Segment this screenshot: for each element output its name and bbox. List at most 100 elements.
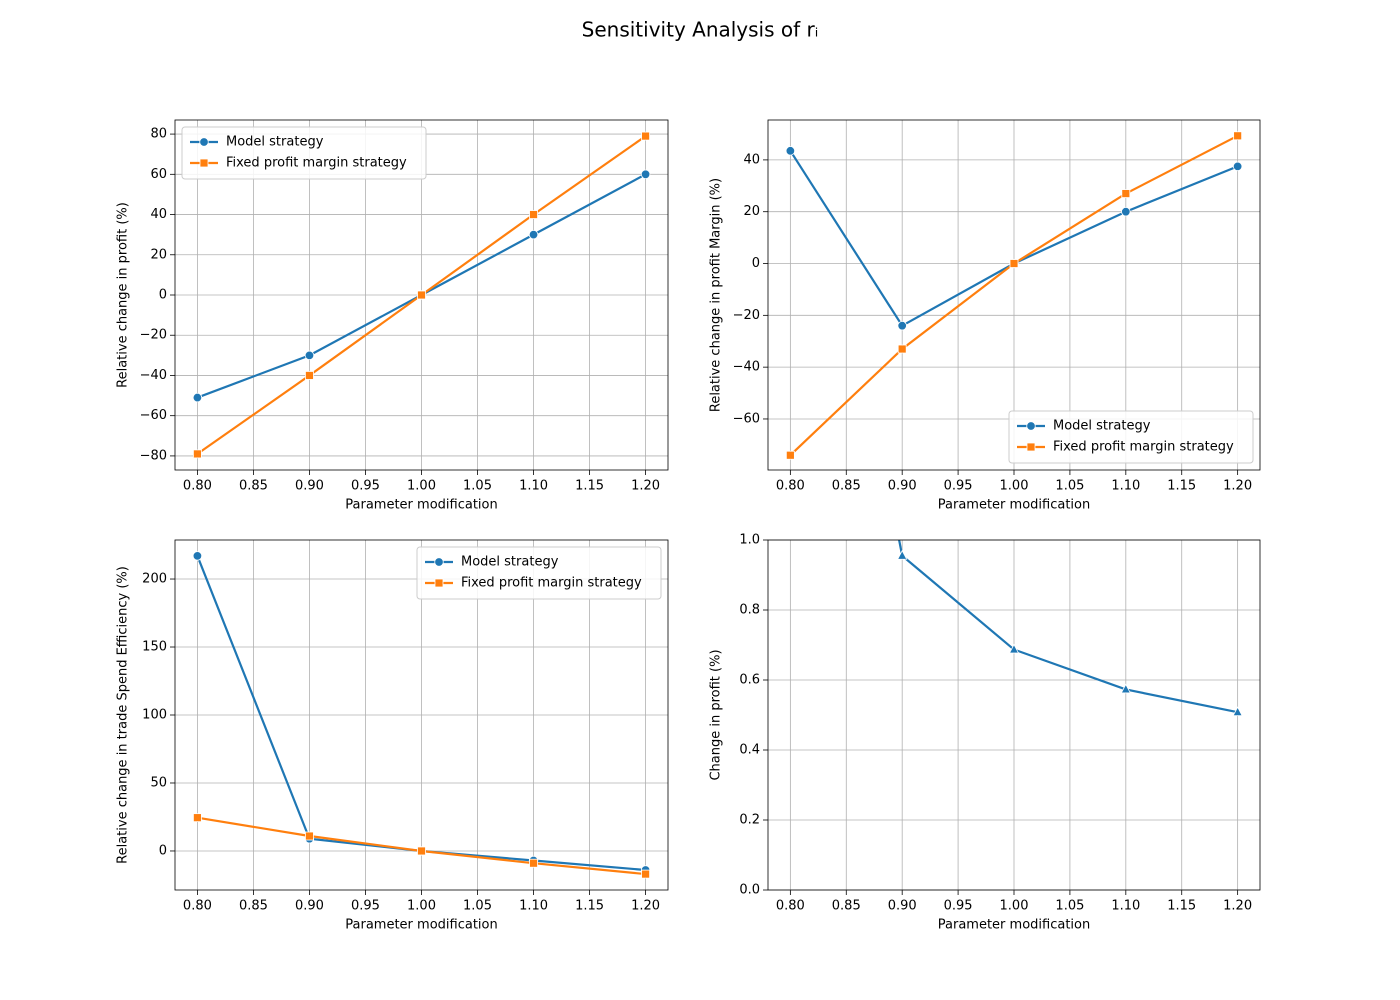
x-tick-label: 0.95 — [351, 479, 380, 494]
plot-area — [785, 131, 1243, 460]
y-tick-label: 50 — [150, 775, 167, 790]
x-tick-label: 1.15 — [1167, 899, 1196, 914]
x-tick-label: 1.10 — [1111, 479, 1140, 494]
y-tick-label: 0.0 — [739, 883, 760, 898]
x-tick-label: 1.05 — [463, 479, 492, 494]
x-tick-label: 1.20 — [1223, 479, 1252, 494]
y-tick-label: −80 — [140, 448, 167, 463]
marker — [1121, 189, 1131, 198]
marker — [897, 549, 908, 560]
legend-label: Model strategy — [1053, 419, 1151, 434]
x-tick-label: 0.95 — [944, 899, 973, 914]
x-axis-label: Parameter modification — [938, 918, 1090, 933]
marker — [304, 350, 315, 361]
x-tick-label: 0.85 — [832, 899, 861, 914]
y-tick-label: 150 — [142, 640, 167, 655]
marker — [305, 371, 314, 380]
y-tick-label: 0.4 — [739, 743, 760, 758]
x-tick-label: 1.00 — [1000, 899, 1029, 914]
y-axis-label: Relative change in profit (%) — [116, 202, 131, 388]
subplot: 0.80 0.85 0.90 0.95 1.00 1.05 1.10 1.15 1.20 0 50 1… — [116, 539, 669, 933]
marker — [897, 320, 907, 331]
x-tick-label: 1.10 — [519, 899, 548, 914]
x-axis-label: Parameter modification — [938, 498, 1090, 513]
x-tick-label: 0.95 — [351, 899, 380, 914]
x-tick-label: 0.90 — [295, 899, 324, 914]
y-tick-label: −60 — [733, 411, 760, 426]
x-tick-label: 1.10 — [519, 479, 548, 494]
marker — [1009, 259, 1019, 268]
y-tick-label: 60 — [150, 167, 167, 182]
y-tick-label: 0 — [752, 256, 760, 271]
marker — [192, 551, 203, 561]
y-tick-label: −40 — [140, 368, 167, 383]
legend-box — [181, 126, 427, 180]
marker — [528, 229, 539, 240]
x-tick-label: 1.20 — [1223, 899, 1252, 914]
legend-label: Fixed profit margin strategy — [1053, 440, 1234, 455]
y-tick-label: −40 — [733, 360, 760, 375]
marker — [417, 846, 426, 856]
x-tick-label: 1.00 — [407, 899, 436, 914]
marker — [1232, 161, 1243, 172]
marker — [1232, 706, 1243, 717]
x-tick-label: 0.80 — [183, 899, 212, 914]
marker — [1120, 683, 1131, 694]
legend-label: Model strategy — [226, 135, 324, 150]
marker — [785, 450, 795, 460]
y-axis-label: Change in profit (%) — [709, 649, 724, 780]
axes-frame — [767, 539, 1261, 891]
legend-marker — [1026, 442, 1036, 452]
x-tick-label: 0.85 — [239, 479, 268, 494]
x-tick-label: 0.80 — [183, 479, 212, 494]
y-tick-label: 200 — [142, 572, 167, 587]
axes-frame — [174, 119, 669, 471]
x-tick-label: 0.80 — [776, 899, 805, 914]
y-tick-label: 40 — [150, 207, 167, 222]
x-tick-label: 1.15 — [575, 479, 604, 494]
plot-area — [897, 540, 1243, 717]
y-tick-label: 100 — [142, 708, 167, 723]
y-tick-label: 80 — [150, 127, 167, 142]
y-tick-label: 0.6 — [739, 673, 760, 688]
legend: Model strategy Fixed profit margin strate… — [416, 546, 662, 600]
marker — [897, 344, 907, 354]
x-tick-label: 0.90 — [295, 479, 324, 494]
x-axis-label: Parameter modification — [345, 918, 497, 933]
legend-label: Fixed profit margin strategy — [226, 156, 407, 171]
x-tick-label: 0.85 — [239, 899, 268, 914]
marker — [1233, 131, 1243, 141]
legend-box — [1008, 410, 1254, 464]
y-tick-label: 40 — [743, 152, 760, 167]
y-tick-label: 20 — [150, 247, 167, 262]
legend: Model strategy Fixed profit margin strate… — [1008, 410, 1254, 464]
legend-box — [416, 546, 662, 600]
plot-area — [192, 551, 651, 879]
marker — [1121, 207, 1131, 217]
x-tick-label: 0.90 — [888, 899, 917, 914]
figure-title: Sensitivity Analysis of rᵢ — [582, 18, 819, 42]
legend-marker — [199, 137, 209, 147]
x-tick-label: 1.05 — [463, 899, 492, 914]
marker — [641, 869, 650, 879]
y-tick-label: −20 — [733, 308, 760, 323]
x-tick-label: 1.15 — [575, 899, 604, 914]
marker — [529, 858, 538, 868]
x-tick-label: 0.95 — [944, 479, 973, 494]
x-tick-label: 0.90 — [888, 479, 917, 494]
axes-frame — [767, 119, 1261, 471]
x-tick-label: 0.80 — [776, 479, 805, 494]
x-tick-label: 1.00 — [407, 479, 436, 494]
marker — [1008, 643, 1020, 654]
marker — [641, 131, 650, 141]
y-tick-label: 0.2 — [739, 813, 760, 828]
plot-area — [192, 131, 651, 459]
marker — [305, 831, 314, 841]
subplot: 0.80 0.85 0.90 0.95 1.00 1.05 1.10 1.15 1.20 0.0 0… — [709, 533, 1261, 933]
x-tick-label: 0.85 — [832, 479, 861, 494]
y-tick-label: −60 — [140, 408, 167, 423]
axes-frame — [174, 539, 669, 891]
legend-marker — [434, 557, 444, 567]
y-axis-label: Relative change in trade Spend Efficienc… — [116, 566, 131, 864]
